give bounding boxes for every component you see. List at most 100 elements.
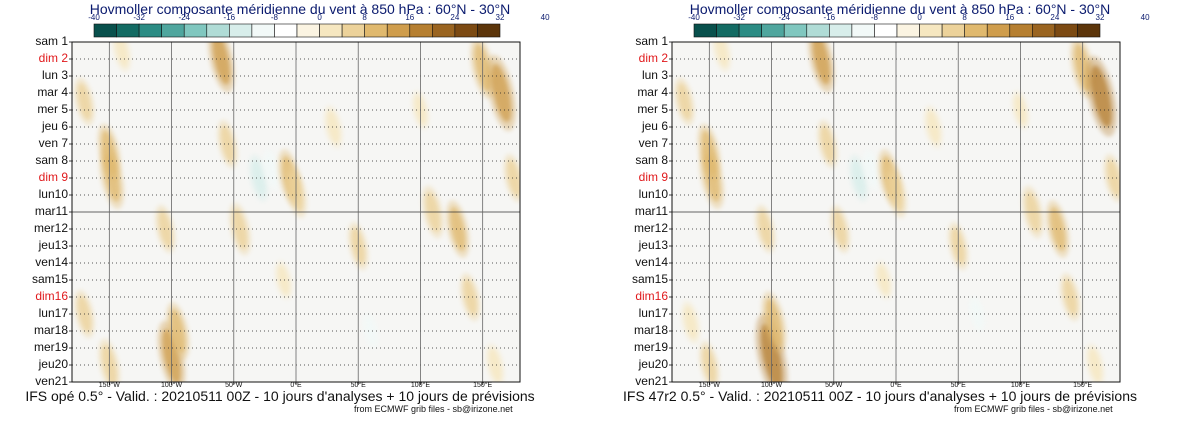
wind-anomaly-feature [326,110,340,144]
longitude-label: 0°E [290,382,302,389]
data-credit: from ECMWF grib files - sb@irizone.net [354,404,513,414]
chart-footer: IFS opé 0.5° - Valid. : 20210511 00Z - 1… [25,388,535,404]
longitude-label: 0°E [890,382,902,389]
colorbar-swatch [964,23,988,38]
wind-anomaly-feature [684,305,698,340]
colorbar-swatch [409,23,433,38]
day-label: jeu20 [38,357,68,371]
longitude-label: 150°E [1073,382,1093,389]
wind-anomaly-feature [491,63,512,123]
wind-anomaly-feature [926,110,940,144]
day-label: ven 7 [638,136,668,150]
day-label: sam 8 [35,153,68,167]
colorbar-swatch [386,23,411,38]
wind-anomaly-feature [1049,206,1066,252]
wind-anomaly-feature [77,82,92,121]
day-label: ven21 [635,374,668,388]
day-label: dim 9 [638,170,668,184]
colorbar-swatch [454,23,478,38]
colorbar-swatch [251,23,275,38]
colorbar-swatch [183,23,208,38]
longitude-label: 50°E [350,382,366,389]
day-label: mer12 [633,221,668,235]
day-label: dim16 [35,289,68,303]
colorbar-swatch [716,23,740,38]
colorbar-swatch [296,23,320,38]
colorbar-swatch [806,23,830,38]
colorbar-tick-label: 0 [917,13,922,22]
colorbar-tick-label: -8 [270,13,278,22]
day-label: mar11 [34,204,68,218]
colorbar-swatch [874,23,898,38]
longitude-label: 50°W [825,382,843,389]
longitude-label: 100°E [1010,382,1031,389]
colorbar-tick-label: 40 [1140,13,1150,22]
wind-anomaly-feature [506,159,520,197]
day-label: ven14 [635,255,668,269]
colorbar-swatch [783,23,808,38]
colorbar-swatch [986,23,1011,38]
wind-anomaly-feature [703,154,721,202]
day-label: lun10 [638,187,668,201]
day-label: mer 5 [637,102,668,116]
day-label: jeu20 [638,357,668,371]
hovmoller-panel-ops: Hovmoller composante méridienne du vent … [25,1,550,414]
colorbar-swatch [1009,23,1033,38]
day-label: mer19 [33,340,68,354]
colorbar-swatch [693,23,717,38]
day-label: mar11 [634,204,668,218]
colorbar-swatch [851,23,875,38]
colorbar-tick-label: 0 [317,13,322,22]
day-label: lun10 [38,187,68,201]
wind-anomaly-feature [158,210,173,248]
colorbar-tick-label: -32 [733,13,745,22]
wind-anomaly-feature [463,278,478,316]
day-label: sam 8 [635,153,668,167]
colorbar-swatch [319,23,343,38]
longitude-label: 100°W [761,382,783,389]
colorbar-swatch [829,23,853,38]
day-label: mer19 [633,340,668,354]
colorbar-tick-label: 8 [962,13,967,22]
wind-anomaly-feature [1063,278,1078,316]
day-label: dim 2 [38,51,68,65]
wind-anomaly-feature [251,159,266,197]
wind-anomaly-feature [758,210,773,248]
wind-anomaly-feature [820,125,835,163]
colorbar-swatch [1054,23,1078,38]
colorbar-swatch [1077,23,1101,38]
longitude-label: 50°E [950,382,966,389]
day-label: ven 7 [38,136,68,150]
longitude-label: 100°E [410,382,431,389]
day-label: sam 1 [35,34,68,48]
colorbar-swatch [206,23,230,38]
colorbar-swatch [161,23,185,38]
wind-anomaly-feature [364,315,377,347]
day-label: jeu13 [38,238,68,252]
colorbar-tick-label: -32 [133,13,145,22]
wind-anomaly-feature [677,82,692,121]
colorbar-tick-label: -16 [223,13,236,22]
colorbar-tick-label: -40 [688,13,700,22]
colorbar-swatch [341,23,365,38]
colorbar-tick-label: 40 [540,13,550,22]
wind-anomaly-feature [103,154,121,202]
colorbar-tick-label: 24 [1050,13,1060,22]
hovmoller-plot [69,23,521,385]
wind-anomaly-feature [212,42,231,85]
longitude-label: 150°W [698,382,720,389]
day-label: lun 3 [641,68,668,82]
day-label: mer 5 [37,102,68,116]
day-label: mar 4 [37,85,68,99]
day-label: jeu 6 [641,119,668,133]
day-label: ven21 [35,374,68,388]
colorbar-tick-label: 16 [405,13,415,22]
day-label: lun17 [638,306,668,320]
day-label: mar 4 [637,85,668,99]
day-label: mer12 [33,221,68,235]
wind-anomaly-feature [1106,159,1120,197]
wind-anomaly-feature [812,42,831,85]
colorbar-tick-label: -16 [823,13,836,22]
colorbar-swatch [738,23,762,38]
day-label: dim 2 [638,51,668,65]
